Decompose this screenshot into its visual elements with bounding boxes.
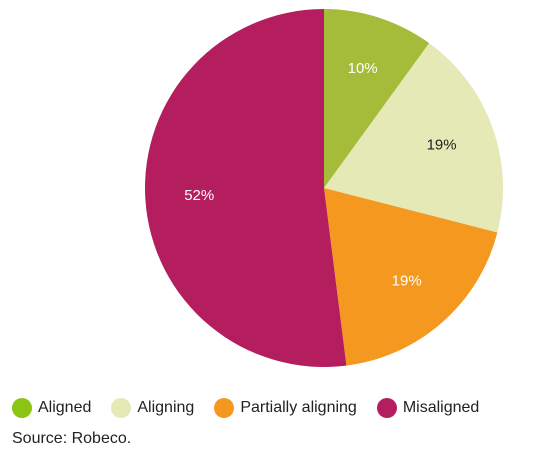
source-note: Source: Robeco. xyxy=(12,430,132,447)
legend-item-aligned: Aligned xyxy=(12,398,91,418)
legend-swatch-misaligned xyxy=(376,398,397,418)
legend-swatch-partially-aligning xyxy=(214,398,235,418)
pie-label-aligning: 19% xyxy=(427,137,457,154)
legend-label-partially-aligning: Partially aligning xyxy=(240,399,357,416)
pie-value-labels: 10% 19% 19% 52% xyxy=(184,60,456,290)
pie-slice-aligned xyxy=(324,9,430,188)
legend-swatch-aligned xyxy=(12,398,32,418)
pie-chart: 10% 19% 19% 52% xyxy=(144,9,503,367)
legend-label-aligned: Aligned xyxy=(38,399,92,416)
legend-label-misaligned: Misaligned xyxy=(402,399,480,416)
legend-item-partially-aligning: Partially aligning xyxy=(214,398,357,418)
pie-slice-misaligned xyxy=(144,9,347,367)
pie-label-partially-aligning: 19% xyxy=(392,273,422,290)
legend-item-misaligned: Misaligned xyxy=(376,398,480,418)
legend-label-aligning: Aligning xyxy=(137,399,195,416)
pie-slice-aligning xyxy=(324,43,503,233)
legend-swatch-aligning xyxy=(111,398,132,418)
pie-slice-partially-aligning xyxy=(324,188,498,366)
legend-item-aligning: Aligning xyxy=(111,398,194,418)
pie-label-misaligned: 52% xyxy=(184,187,214,204)
pie-slices xyxy=(144,9,503,367)
legend: Aligned Aligning Partially aligning Misa… xyxy=(12,398,479,418)
pie-label-aligned: 10% xyxy=(348,60,378,77)
